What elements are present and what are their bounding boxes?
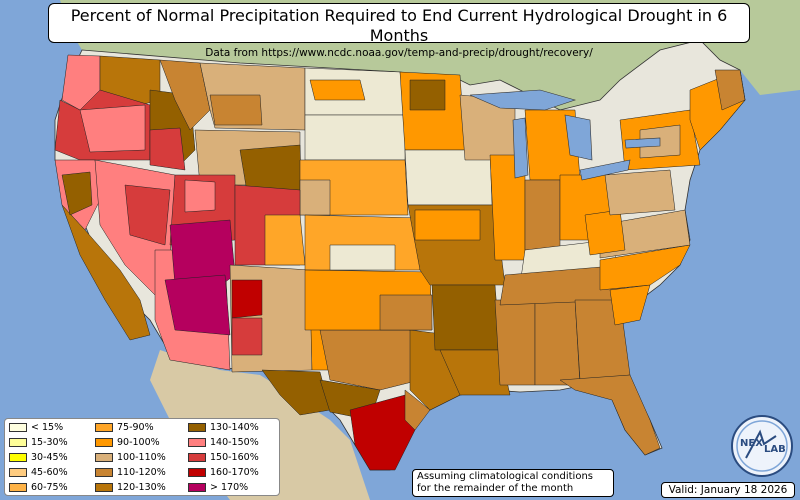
legend-swatch <box>95 453 113 462</box>
region-ar <box>431 284 501 351</box>
legend-swatch <box>95 468 113 477</box>
note-line-1: Assuming climatological conditions <box>417 471 593 482</box>
legend-item: 15-30% <box>9 437 68 449</box>
legend-swatch <box>9 453 27 462</box>
map-subtitle: Data from https://www.ncdc.noaa.gov/temp… <box>205 47 593 59</box>
legend-swatch <box>9 483 27 492</box>
region-id-south <box>149 127 186 171</box>
legend: < 15% 15-30% 30-45% 45-60% 60-75% 75-90%… <box>4 418 280 496</box>
lake-michigan <box>512 117 529 179</box>
legend-item: 110-120% <box>95 467 166 479</box>
nexlab-logo: NEX LAB <box>731 415 793 477</box>
legend-swatch <box>9 438 27 447</box>
legend-item: 60-75% <box>9 482 68 494</box>
lake-erie <box>579 159 631 181</box>
region-fl <box>559 374 661 456</box>
region-tx-coast <box>404 389 431 431</box>
region-ca-central <box>61 204 151 341</box>
logo-text-nex: NEX <box>740 438 763 449</box>
region-maine <box>714 69 746 111</box>
region-az-south <box>164 274 231 336</box>
legend-swatch <box>188 468 206 477</box>
region-sd <box>304 114 406 161</box>
legend-swatch <box>188 438 206 447</box>
region-ms <box>494 299 536 386</box>
legend-item: 130-140% <box>188 422 259 434</box>
region-tx-west <box>261 369 331 416</box>
region-nm-nw <box>231 279 263 319</box>
region-mn-nw <box>409 79 446 111</box>
note-line-2: for the remainder of the month <box>417 483 574 494</box>
legend-swatch <box>95 438 113 447</box>
region-al <box>534 299 581 386</box>
region-la <box>439 349 511 396</box>
lake-superior <box>469 89 577 111</box>
lake-huron <box>564 114 593 161</box>
legend-item: < 15% <box>9 422 63 434</box>
lake-ontario <box>624 137 661 149</box>
legend-swatch <box>95 423 113 432</box>
legend-item: 45-60% <box>9 467 68 479</box>
region-sc <box>609 284 651 326</box>
region-nc <box>599 244 691 291</box>
region-tx-central <box>319 329 421 391</box>
legend-item: > 170% <box>188 482 248 494</box>
legend-swatch <box>188 453 206 462</box>
region-mo-north <box>414 209 481 241</box>
legend-swatch <box>188 423 206 432</box>
legend-item: 150-160% <box>188 452 259 464</box>
legend-swatch <box>188 483 206 492</box>
legend-item: 160-170% <box>188 467 259 479</box>
legend-item: 75-90% <box>95 422 154 434</box>
legend-swatch <box>9 468 27 477</box>
legend-item: 140-150% <box>188 437 259 449</box>
region-wv <box>584 209 626 256</box>
region-pa <box>604 169 676 216</box>
region-co-east <box>264 214 306 266</box>
legend-item: 90-100% <box>95 437 160 449</box>
valid-date: Valid: January 18 2026 <box>661 482 795 498</box>
logo-text-lab: LAB <box>764 444 786 455</box>
legend-item: 30-45% <box>9 452 68 464</box>
region-ut-north <box>184 179 216 213</box>
legend-item: 100-110% <box>95 452 166 464</box>
region-ca-sac <box>61 171 93 216</box>
legend-swatch <box>9 423 27 432</box>
region-ne-west <box>299 179 331 216</box>
region-mt-mid <box>209 94 263 126</box>
region-ks-mid <box>329 244 396 271</box>
legend-swatch <box>95 483 113 492</box>
legend-item: 120-130% <box>95 482 166 494</box>
region-or-east <box>79 104 146 153</box>
title-box: Percent of Normal Precipitation Required… <box>48 3 750 59</box>
region-ok-east <box>379 294 433 331</box>
region-nm-sw <box>231 317 263 356</box>
map-title: Percent of Normal Precipitation Required… <box>70 6 728 45</box>
assumption-note: Assuming climatological conditions for t… <box>412 469 614 497</box>
region-nv-central <box>124 184 171 246</box>
region-mt-west <box>159 59 211 131</box>
region-nd-east <box>309 79 366 101</box>
region-in <box>524 179 561 251</box>
